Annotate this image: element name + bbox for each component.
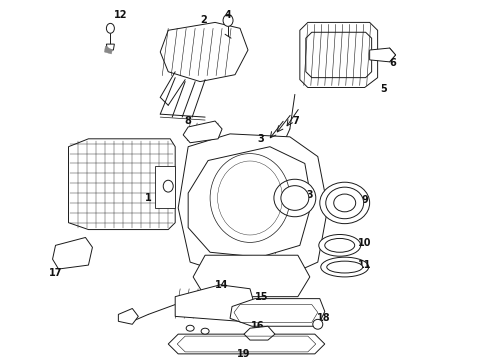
Polygon shape — [52, 238, 93, 269]
Text: 5: 5 — [380, 85, 387, 94]
Polygon shape — [104, 46, 112, 54]
Polygon shape — [155, 166, 175, 208]
Ellipse shape — [320, 182, 369, 224]
Polygon shape — [106, 44, 114, 50]
Text: 18: 18 — [317, 313, 331, 323]
Text: 15: 15 — [255, 292, 269, 302]
Text: 19: 19 — [237, 349, 251, 359]
Polygon shape — [188, 147, 312, 257]
Ellipse shape — [186, 325, 194, 331]
Text: 4: 4 — [225, 9, 231, 19]
Polygon shape — [178, 134, 328, 277]
Ellipse shape — [223, 14, 233, 26]
Ellipse shape — [274, 179, 316, 217]
Polygon shape — [230, 299, 325, 326]
Polygon shape — [300, 22, 378, 87]
Text: 8: 8 — [185, 116, 192, 126]
Text: 12: 12 — [114, 9, 127, 19]
Ellipse shape — [319, 234, 361, 256]
Ellipse shape — [325, 238, 355, 252]
Text: 17: 17 — [49, 268, 62, 278]
Polygon shape — [168, 334, 325, 354]
Ellipse shape — [163, 180, 173, 192]
Text: 16: 16 — [251, 321, 265, 331]
Ellipse shape — [326, 187, 364, 219]
Ellipse shape — [327, 261, 363, 273]
Text: 2: 2 — [201, 15, 207, 26]
Text: 3: 3 — [258, 134, 264, 144]
Text: 14: 14 — [215, 280, 229, 290]
Polygon shape — [119, 309, 138, 324]
Text: 7: 7 — [293, 116, 299, 126]
Ellipse shape — [321, 257, 368, 277]
Polygon shape — [369, 48, 395, 62]
Ellipse shape — [281, 186, 309, 210]
Polygon shape — [175, 285, 255, 321]
Text: 9: 9 — [361, 195, 368, 205]
Polygon shape — [69, 139, 175, 230]
Polygon shape — [244, 326, 275, 340]
Polygon shape — [160, 22, 248, 82]
Ellipse shape — [106, 23, 114, 33]
Ellipse shape — [313, 319, 323, 329]
Ellipse shape — [334, 194, 356, 212]
Text: 10: 10 — [358, 238, 371, 248]
Polygon shape — [183, 121, 222, 143]
Text: 1: 1 — [145, 193, 151, 203]
Text: 6: 6 — [389, 58, 396, 68]
Text: 11: 11 — [358, 260, 371, 270]
Text: 13: 13 — [301, 190, 315, 200]
Polygon shape — [193, 255, 310, 297]
Ellipse shape — [201, 328, 209, 334]
